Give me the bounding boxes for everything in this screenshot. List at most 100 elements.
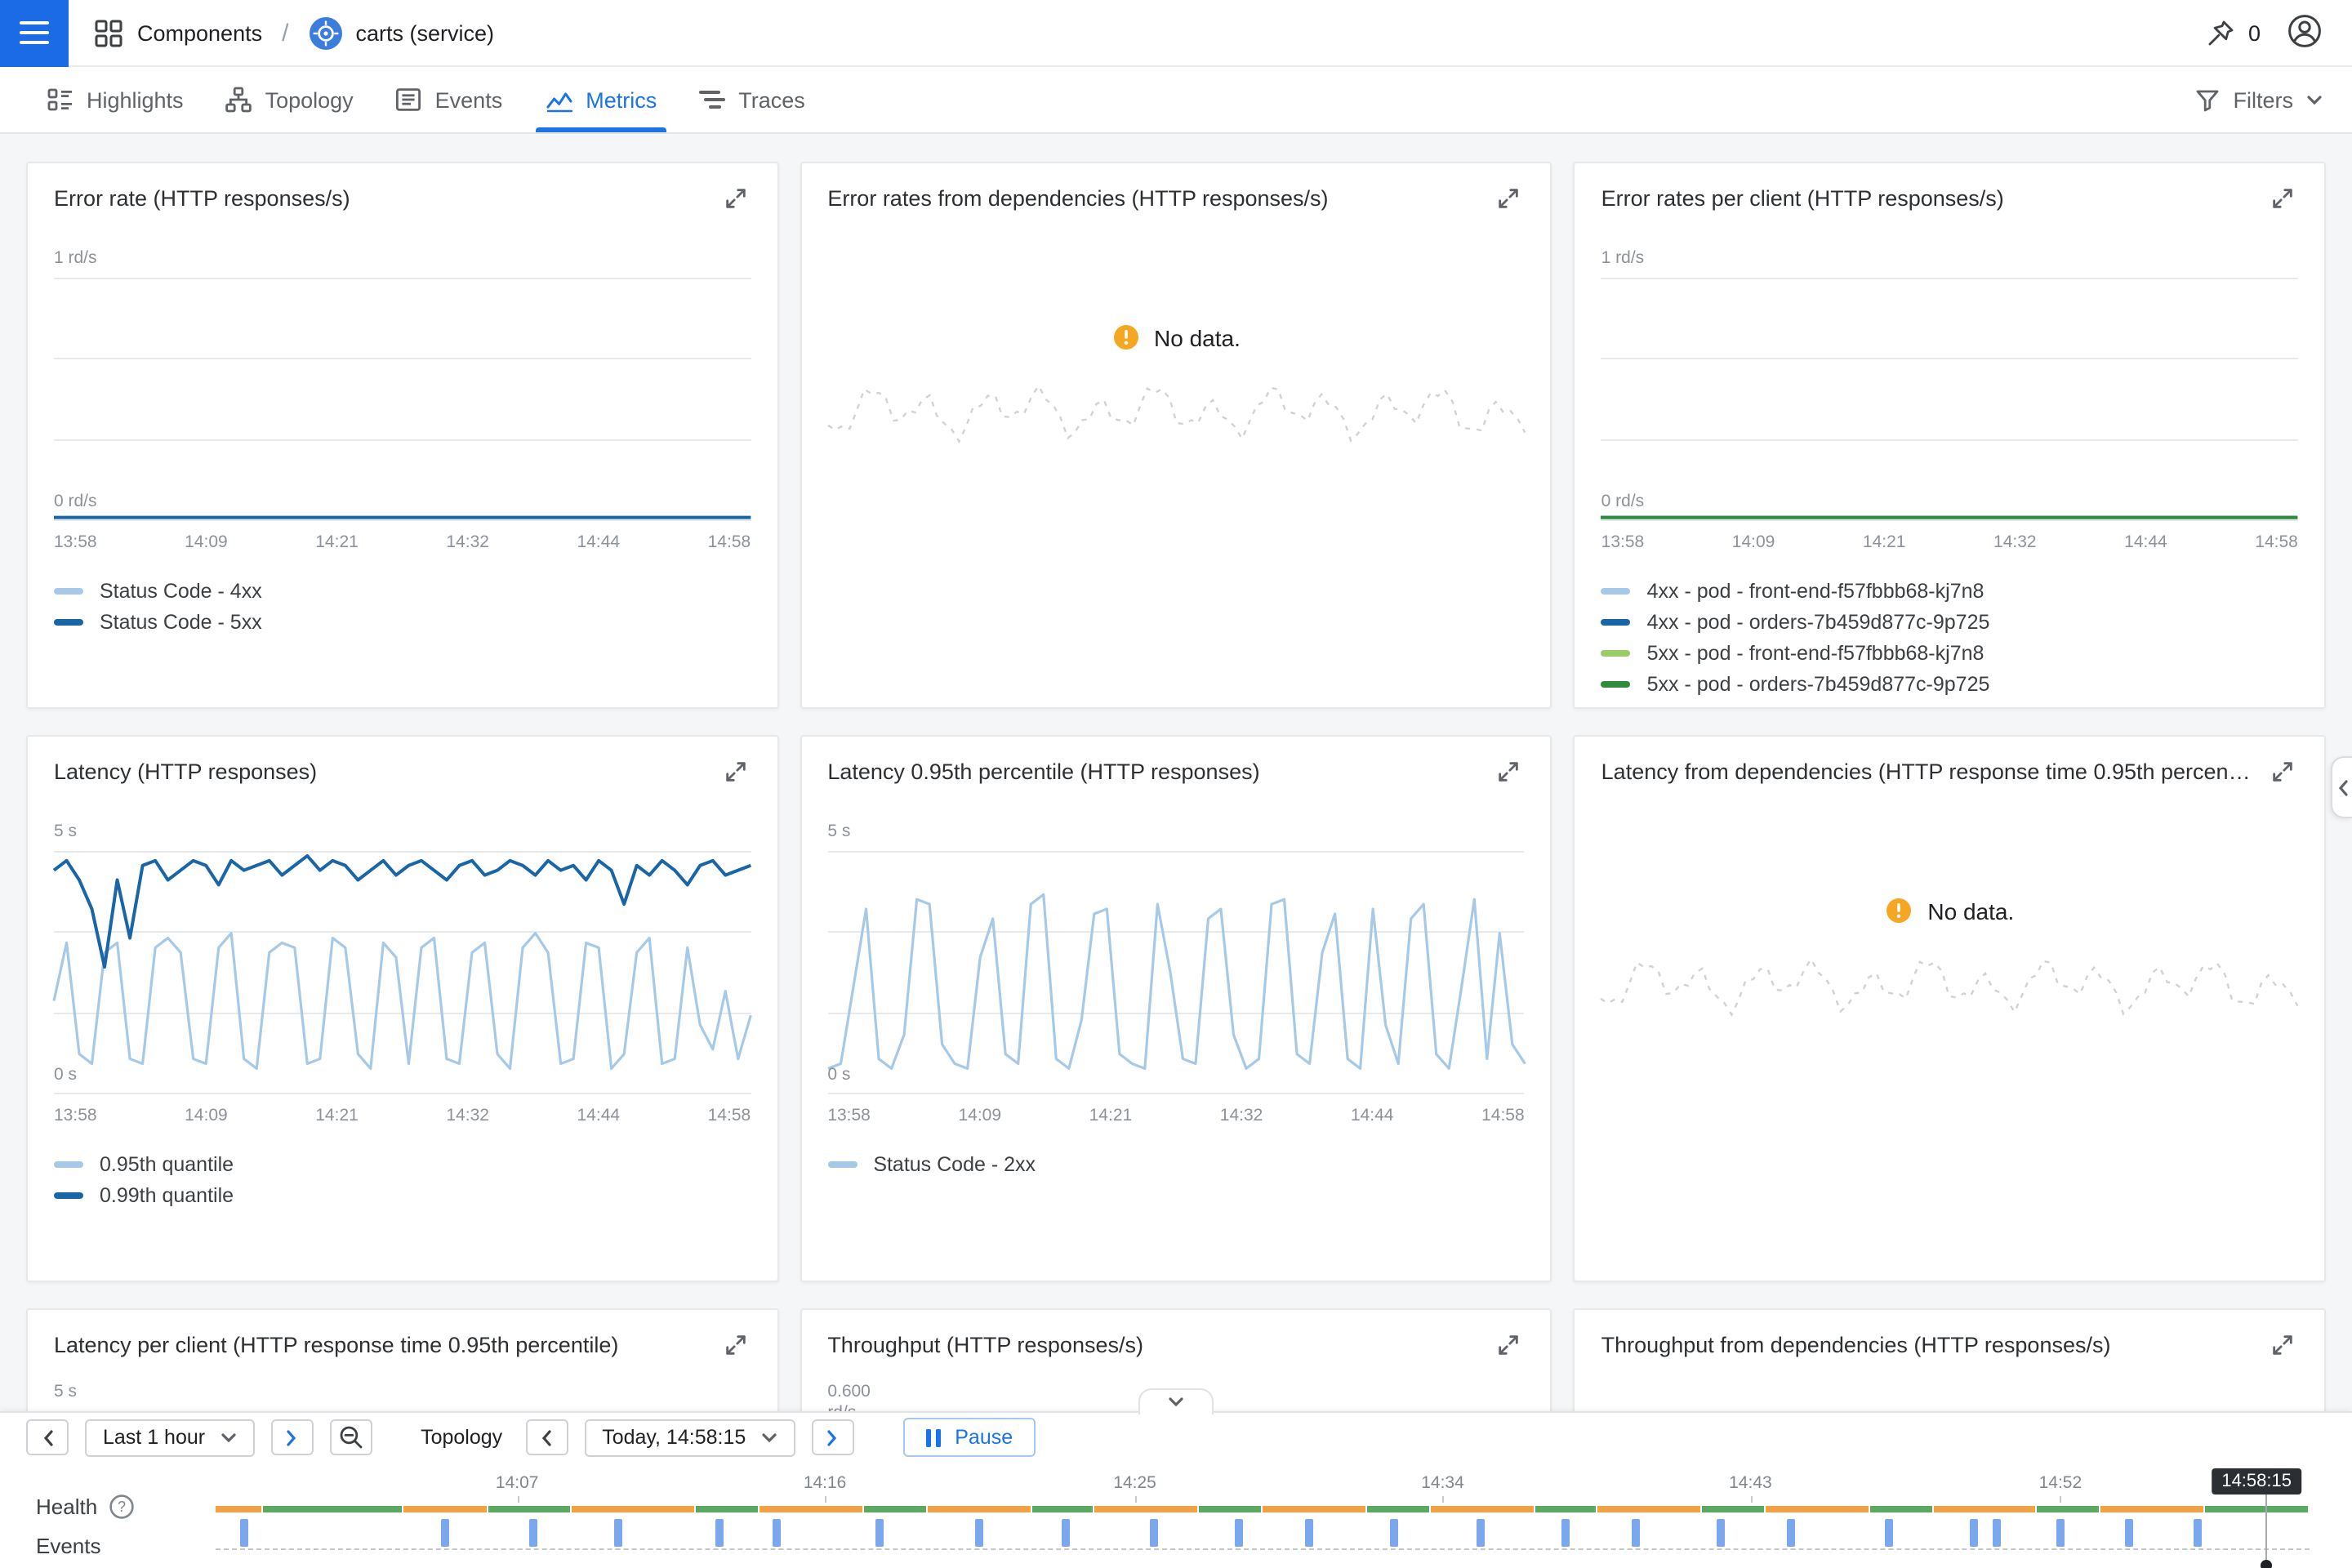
event-marker[interactable]: [2194, 1519, 2203, 1547]
tab-metrics[interactable]: Metrics: [523, 67, 678, 132]
legend-item[interactable]: 0.95th quantile: [54, 1148, 751, 1179]
health-segment: [216, 1506, 261, 1512]
event-marker[interactable]: [975, 1519, 984, 1547]
chevron-left-icon: [541, 1428, 552, 1446]
tab-events[interactable]: Events: [375, 67, 524, 132]
event-marker[interactable]: [1717, 1519, 1726, 1547]
expand-chart-button[interactable]: [719, 756, 751, 792]
expand-chart-button[interactable]: [1494, 1330, 1525, 1365]
x-axis-tick-label: 14:32: [446, 532, 489, 552]
topology-forward-button[interactable]: [811, 1419, 854, 1455]
expand-chart-button[interactable]: [719, 1330, 751, 1365]
event-marker[interactable]: [715, 1519, 724, 1547]
topology-time-dropdown[interactable]: Today, 14:58:15: [584, 1419, 795, 1456]
expand-chart-button[interactable]: [1494, 756, 1525, 792]
health-status-bar[interactable]: [216, 1506, 2310, 1512]
legend-item[interactable]: Status Code - 4xx: [54, 575, 751, 606]
gridline: [54, 439, 751, 441]
chart-series-svg: [1601, 278, 2298, 519]
x-axis-ticks: 13:58 14:09 14:21 14:32 14:44 14:58: [54, 1106, 751, 1125]
topology-back-button[interactable]: [525, 1419, 568, 1455]
y-axis-labels: 0.600 rd/s: [827, 1382, 871, 1411]
chart-card-latency-per-client: Latency per client (HTTP response time 0…: [26, 1308, 779, 1411]
expand-icon: [2270, 186, 2295, 211]
health-segment: [1430, 1506, 1534, 1512]
time-range-back-button[interactable]: [26, 1419, 69, 1455]
event-marker[interactable]: [613, 1519, 622, 1547]
chart-card-latency-095: Latency 0.95th percentile (HTTP response…: [800, 735, 1552, 1282]
chart-series-svg: [54, 851, 751, 1093]
main-menu-button[interactable]: [0, 0, 69, 66]
legend-item[interactable]: 5xx - pod - orders-7b459d877c-9p725: [1601, 668, 2298, 699]
chart-plot: [1601, 278, 2298, 521]
charts-grid: Error rate (HTTP responses/s) 1 rd/s 0 rd/…: [0, 134, 2352, 1411]
event-marker[interactable]: [2056, 1519, 2065, 1547]
x-axis-tick-label: 14:32: [1219, 1106, 1263, 1125]
timeline-tick-label: 14:25: [1113, 1473, 1156, 1493]
event-marker[interactable]: [1970, 1519, 1979, 1547]
event-marker[interactable]: [1235, 1519, 1244, 1547]
event-marker[interactable]: [1631, 1519, 1640, 1547]
event-marker[interactable]: [1149, 1519, 1158, 1547]
x-axis-tick-label: 14:58: [707, 532, 751, 552]
tab-traces[interactable]: Traces: [678, 67, 826, 132]
event-marker[interactable]: [1561, 1519, 1570, 1547]
event-marker[interactable]: [529, 1519, 538, 1547]
event-marker[interactable]: [1390, 1519, 1399, 1547]
tab-topology[interactable]: Topology: [205, 67, 375, 132]
x-axis-ticks: 13:58 14:09 14:21 14:32 14:44 14:58: [54, 532, 751, 552]
x-axis-tick-label: 14:58: [2255, 532, 2298, 552]
expand-chart-button[interactable]: [1494, 183, 1525, 219]
gridline: [1601, 519, 2298, 521]
chart-title: Latency from dependencies (HTTP response…: [1601, 760, 2265, 784]
pause-button[interactable]: Pause: [902, 1418, 1036, 1457]
event-marker[interactable]: [1993, 1519, 2002, 1547]
event-marker[interactable]: [1061, 1519, 1070, 1547]
health-segment: [1262, 1506, 1365, 1512]
health-segment: [2205, 1506, 2308, 1512]
event-marker[interactable]: [1786, 1519, 1794, 1547]
expand-chart-button[interactable]: [719, 183, 751, 219]
event-marker[interactable]: [1884, 1519, 1893, 1547]
health-segment: [696, 1506, 759, 1512]
user-menu-button[interactable]: [2287, 12, 2323, 53]
event-marker[interactable]: [1304, 1519, 1313, 1547]
event-marker[interactable]: [441, 1519, 450, 1547]
events-row-label: Events: [36, 1534, 101, 1558]
chevron-down-icon: [1168, 1396, 1184, 1408]
zoom-out-button[interactable]: [329, 1419, 372, 1455]
event-marker[interactable]: [1476, 1519, 1485, 1547]
breadcrumb-components-link[interactable]: Components: [137, 20, 263, 45]
time-range-forward-button[interactable]: [270, 1419, 314, 1455]
tab-label: Metrics: [586, 87, 657, 112]
collapse-side-panel-button[interactable]: [2331, 756, 2352, 818]
pinned-items-control[interactable]: 0: [2206, 17, 2261, 48]
legend-item[interactable]: 4xx - pod - orders-7b459d877c-9p725: [1601, 606, 2298, 637]
legend-item[interactable]: 5xx - pod - front-end-f57fbbb68-kj7n8: [1601, 637, 2298, 668]
expand-chart-button[interactable]: [2267, 1330, 2298, 1365]
time-range-dropdown[interactable]: Last 1 hour: [85, 1419, 255, 1456]
chart-title: Throughput (HTTP responses/s): [827, 1333, 1143, 1357]
legend-item[interactable]: 0.99th quantile: [54, 1179, 751, 1210]
event-marker[interactable]: [875, 1519, 884, 1547]
help-icon[interactable]: ?: [109, 1494, 133, 1519]
legend-item[interactable]: Status Code - 2xx: [827, 1148, 1524, 1179]
x-axis-ticks: 13:58 14:09 14:21 14:32 14:44 14:58: [827, 1106, 1524, 1125]
timeline-track[interactable]: 14:07 14:16 14:25 14:34 14:43 14:52 14:58:15: [216, 1462, 2310, 1568]
expand-timeline-button[interactable]: [1138, 1388, 1214, 1414]
timeline-panel: Last 1 hour Topology Today, 14:58:15: [0, 1388, 2352, 1568]
event-marker[interactable]: [773, 1519, 781, 1547]
tab-label: Highlights: [87, 87, 184, 112]
expand-chart-button[interactable]: [2267, 756, 2298, 792]
tab-highlights[interactable]: Highlights: [26, 67, 205, 132]
chevron-left-icon: [2336, 778, 2348, 796]
event-marker[interactable]: [240, 1519, 249, 1547]
event-marker[interactable]: [2125, 1519, 2134, 1547]
health-segment: [2037, 1506, 2100, 1512]
timeline: Health ? Events 14:07 14:16 14:25 14:34 14:4…: [0, 1462, 2352, 1568]
entity-name: carts (service): [355, 20, 494, 45]
filters-control[interactable]: Filters: [2196, 67, 2336, 132]
legend-item[interactable]: Status Code - 5xx: [54, 606, 751, 637]
expand-chart-button[interactable]: [2267, 183, 2298, 219]
legend-item[interactable]: 4xx - pod - front-end-f57fbbb68-kj7n8: [1601, 575, 2298, 606]
